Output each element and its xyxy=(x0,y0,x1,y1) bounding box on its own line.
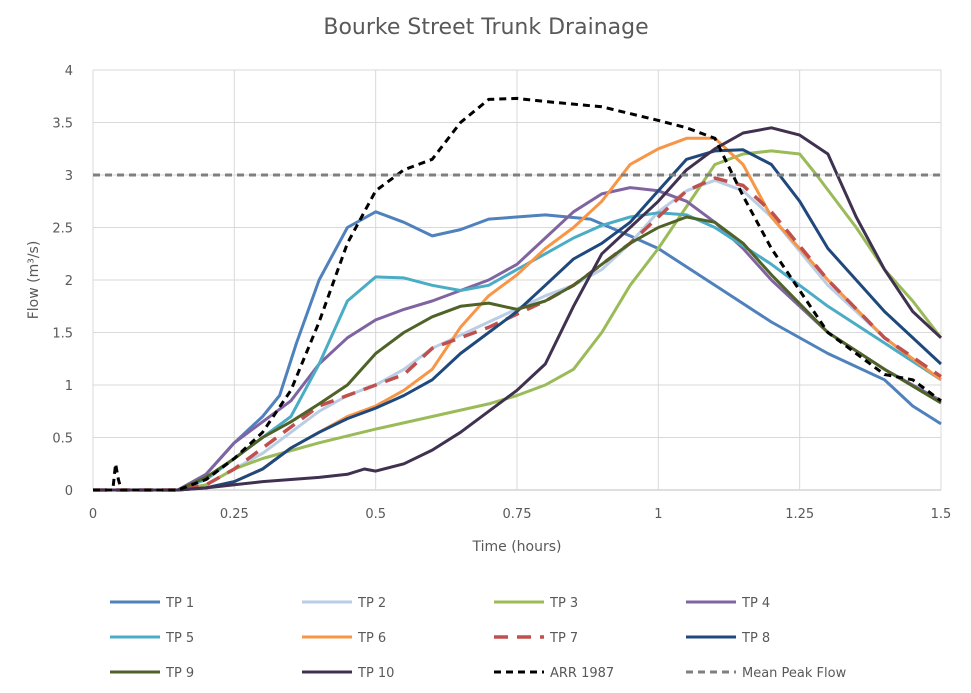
series-line-tp-7 xyxy=(93,176,942,492)
series-layer xyxy=(93,96,943,492)
x-tick-label: 1.5 xyxy=(931,507,952,522)
legend-label: TP 10 xyxy=(357,666,394,681)
legend-item-tp-5: TP 5 xyxy=(110,631,194,646)
legend-item-tp-3: TP 3 xyxy=(494,596,578,611)
legend-label: Mean Peak Flow xyxy=(742,666,847,681)
legend-item-arr-1987: ARR 1987 xyxy=(494,666,614,681)
legend-item-tp-9: TP 9 xyxy=(110,666,194,681)
y-tick-label: 3.5 xyxy=(52,117,73,132)
x-tick-label: 0.25 xyxy=(220,507,249,522)
legend-item-mean-peak-flow: Mean Peak Flow xyxy=(686,666,847,681)
legend-label: TP 9 xyxy=(165,666,194,681)
legend: TP 1 TP 2 TP 3 TP 4 TP 5 TP 6 TP 7 TP 8 TP 9 TP 1… xyxy=(110,596,847,681)
legend-label: TP 5 xyxy=(165,631,194,646)
y-tick-label: 1 xyxy=(65,379,73,394)
legend-label: TP 1 xyxy=(165,596,194,611)
legend-label: TP 6 xyxy=(357,631,386,646)
y-tick-label: 0 xyxy=(65,484,73,499)
y-axis-label: Flow (m³/s) xyxy=(26,241,42,320)
legend-item-tp-7: TP 7 xyxy=(494,631,578,646)
x-tick-label: 0.5 xyxy=(365,507,386,522)
y-tick-label: 4 xyxy=(65,64,73,79)
x-tick-label: 0 xyxy=(89,507,97,522)
legend-label: TP 3 xyxy=(549,596,578,611)
series-line-tp-10 xyxy=(93,126,943,492)
legend-item-tp-8: TP 8 xyxy=(686,631,770,646)
series-line-tp-8 xyxy=(93,148,943,492)
legend-label: TP 4 xyxy=(741,596,770,611)
y-tick-label: 2.5 xyxy=(52,222,73,237)
legend-item-tp-6: TP 6 xyxy=(302,631,386,646)
y-tick-label: 2 xyxy=(65,274,73,289)
x-tick-label: 0.75 xyxy=(503,507,532,522)
y-tick-label: 0.5 xyxy=(52,432,73,447)
legend-label: ARR 1987 xyxy=(550,666,614,681)
legend-item-tp-10: TP 10 xyxy=(302,666,394,681)
x-tick-label: 1.25 xyxy=(785,507,814,522)
series-line-arr-1987 xyxy=(93,96,942,492)
series-line-tp-9 xyxy=(93,215,942,492)
legend-label: TP 8 xyxy=(741,631,770,646)
grid-layer xyxy=(92,69,942,491)
chart-title: Bourke Street Trunk Drainage xyxy=(323,15,648,40)
tick-labels: 0 0.5 1 1.5 2 2.5 3 3.5 4 0 0.25 0.5 0.75 1 1.25 1.5 xyxy=(52,64,951,522)
y-tick-label: 3 xyxy=(65,169,73,184)
series-line-tp-1 xyxy=(93,210,942,492)
x-axis-label: Time (hours) xyxy=(472,539,562,555)
legend-item-tp-4: TP 4 xyxy=(686,596,770,611)
legend-label: TP 2 xyxy=(357,596,386,611)
x-tick-label: 1 xyxy=(654,507,662,522)
legend-item-tp-1: TP 1 xyxy=(110,596,194,611)
legend-label: TP 7 xyxy=(549,631,578,646)
legend-item-tp-2: TP 2 xyxy=(302,596,386,611)
y-tick-label: 1.5 xyxy=(52,327,73,342)
